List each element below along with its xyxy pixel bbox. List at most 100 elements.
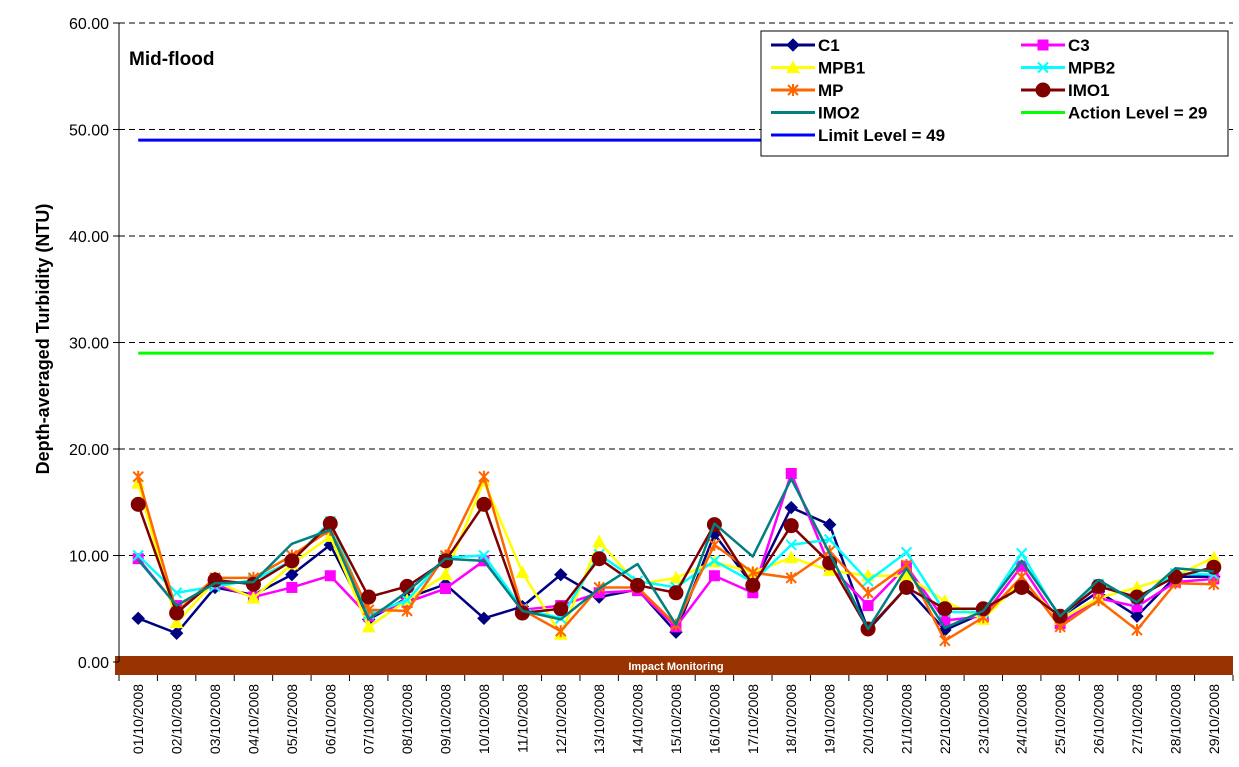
data-point-mp xyxy=(785,571,797,584)
data-point-mpb1 xyxy=(246,591,261,604)
legend-entry-mpb2: MPB2 xyxy=(1021,59,1115,78)
data-point-mpb1 xyxy=(669,570,683,584)
data-point-mp xyxy=(1131,624,1143,637)
data-point-imo1 xyxy=(438,553,454,569)
data-point-mpb1 xyxy=(592,534,607,548)
legend-entry-action-level-29: Action Level = 29 xyxy=(1021,104,1207,123)
data-point-imo1 xyxy=(476,496,492,512)
x-tick-label: 29/10/2008 xyxy=(1206,684,1222,754)
x-tick-label: 01/10/2008 xyxy=(130,684,146,754)
legend-swatch-marker xyxy=(1035,82,1051,98)
data-point-mp xyxy=(401,604,413,617)
impact-monitoring-label: Impact Monitoring xyxy=(628,661,723,673)
series-line-imo1 xyxy=(137,503,1215,631)
data-point-mp xyxy=(1092,594,1105,607)
data-point-mpb1 xyxy=(515,565,530,579)
x-tick-label: 22/10/2008 xyxy=(937,684,953,754)
data-point-imo1 xyxy=(169,605,185,621)
y-tick-label: 30.00 xyxy=(69,336,109,353)
data-point-mp xyxy=(708,538,721,551)
data-point-mp xyxy=(555,625,567,638)
data-point-c1 xyxy=(554,567,568,582)
x-tick-label: 13/10/2008 xyxy=(591,684,607,754)
x-tick-label: 24/10/2008 xyxy=(1014,684,1030,754)
x-tick-label: 28/10/2008 xyxy=(1167,684,1183,754)
legend-entry-limit-level-49: Limit Level = 49 xyxy=(771,126,945,145)
x-tick-label: 04/10/2008 xyxy=(245,684,261,754)
legend-swatch-marker xyxy=(1037,61,1049,74)
x-tick-label: 26/10/2008 xyxy=(1091,684,1107,754)
x-tick-label: 25/10/2008 xyxy=(1052,684,1068,754)
series-imo2 xyxy=(137,477,1214,631)
data-point-mp xyxy=(1208,578,1220,591)
data-point-mp xyxy=(478,470,490,483)
legend-box xyxy=(760,30,1229,157)
legend-label: Action Level = 29 xyxy=(1068,104,1207,123)
data-point-c1 xyxy=(169,626,184,640)
data-point-c1 xyxy=(822,517,837,532)
data-point-mpb1 xyxy=(361,619,376,633)
x-tick-label: 11/10/2008 xyxy=(514,684,530,753)
x-tick-label: 20/10/2008 xyxy=(860,684,876,754)
data-point-imo1 xyxy=(937,601,953,617)
data-point-c1 xyxy=(784,500,798,515)
x-tick-label: 02/10/2008 xyxy=(169,684,185,754)
y-tick-label: 60.00 xyxy=(69,16,109,33)
y-tick-label: 10.00 xyxy=(69,549,109,566)
y-tick-label: 40.00 xyxy=(69,229,109,246)
legend-entry-imo1: IMO1 xyxy=(1021,81,1110,100)
x-tick-label: 10/10/2008 xyxy=(476,684,492,754)
data-point-c3 xyxy=(785,467,797,479)
data-point-mpb2 xyxy=(1016,547,1028,560)
data-point-imo1 xyxy=(668,585,684,601)
data-point-imo1 xyxy=(245,576,261,592)
legend-label: IMO1 xyxy=(1068,81,1110,100)
legend-label: Limit Level = 49 xyxy=(818,126,945,145)
series-imo1 xyxy=(130,496,1222,637)
y-tick-label: 50.00 xyxy=(69,123,109,140)
legend-label: MPB1 xyxy=(818,59,865,78)
legend: C1 C3 MPB1 MPB2 MP IMO1 IMO2 Action Level = 29 L… xyxy=(760,30,1229,157)
data-point-imo1 xyxy=(1014,579,1030,595)
data-point-mp xyxy=(747,566,759,579)
data-point-c3 xyxy=(862,600,874,612)
y-axis-label: Depth-averaged Turbidity (NTU) xyxy=(33,204,53,475)
x-tick-label: 14/10/2008 xyxy=(630,684,646,754)
data-point-mpb2 xyxy=(401,594,413,606)
data-point-mpb2 xyxy=(900,546,913,559)
data-point-c3 xyxy=(708,570,720,582)
legend-label: C3 xyxy=(1068,36,1090,55)
legend-swatch-marker xyxy=(786,38,800,52)
data-point-c1 xyxy=(1130,609,1144,623)
x-tick-label: 19/10/2008 xyxy=(822,684,838,754)
x-tick-label: 07/10/2008 xyxy=(361,684,377,754)
data-point-imo1 xyxy=(553,601,569,617)
data-point-mpb2 xyxy=(478,549,490,562)
legend-entry-c1: C1 xyxy=(771,36,840,55)
data-point-mp xyxy=(862,586,874,599)
series xyxy=(130,138,1222,647)
y-tick-label: 20.00 xyxy=(69,442,109,459)
chart-title: Mid-flood xyxy=(129,49,214,70)
data-point-mpb2 xyxy=(862,575,874,587)
x-tick-label: 17/10/2008 xyxy=(745,684,761,754)
legend-swatch-marker xyxy=(787,84,799,96)
series-line-imo2 xyxy=(137,477,1214,631)
impact-monitoring-band: Impact Monitoring xyxy=(115,656,1233,675)
legend-entry-mp: MP xyxy=(771,81,844,100)
data-point-mp xyxy=(939,634,951,647)
data-point-imo1 xyxy=(361,589,377,605)
y-tick-label: 0.00 xyxy=(78,655,109,672)
data-point-imo1 xyxy=(630,577,646,593)
x-tick-label: 21/10/2008 xyxy=(898,684,914,754)
data-point-imo1 xyxy=(130,496,146,512)
data-point-c3 xyxy=(324,570,336,582)
x-tick-label: 12/10/2008 xyxy=(553,684,569,754)
data-point-imo1 xyxy=(284,553,300,569)
legend-swatch-marker xyxy=(1037,39,1049,51)
data-point-mpb2 xyxy=(785,539,797,551)
x-tick-label: 27/10/2008 xyxy=(1129,684,1145,754)
data-point-mpb2 xyxy=(708,555,721,567)
legend-entry-c3: C3 xyxy=(1021,36,1090,55)
legend-label: MPB2 xyxy=(1068,59,1115,78)
